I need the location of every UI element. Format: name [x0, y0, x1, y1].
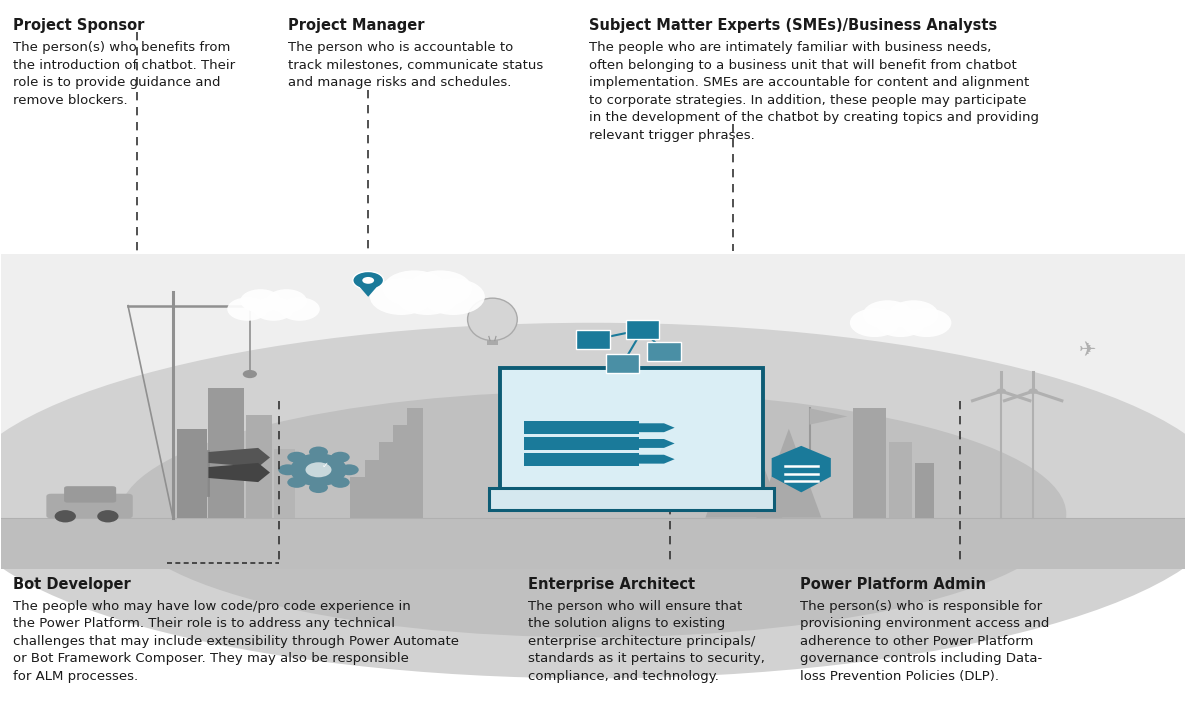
- FancyArrow shape: [638, 423, 675, 432]
- FancyBboxPatch shape: [1, 517, 1185, 569]
- Text: The person who is accountable to
track milestones, communicate status
and manage: The person who is accountable to track m…: [288, 41, 543, 89]
- FancyBboxPatch shape: [247, 415, 273, 517]
- Circle shape: [287, 452, 306, 463]
- Circle shape: [291, 453, 346, 486]
- FancyBboxPatch shape: [888, 442, 912, 517]
- Circle shape: [996, 388, 1006, 394]
- Circle shape: [396, 279, 459, 315]
- Circle shape: [362, 277, 374, 284]
- FancyBboxPatch shape: [489, 489, 774, 510]
- Circle shape: [279, 464, 298, 475]
- Text: Enterprise Architect: Enterprise Architect: [528, 577, 695, 592]
- Circle shape: [901, 308, 951, 337]
- Text: The person who will ensure that
the solution aligns to existing
enterprise archi: The person who will ensure that the solu…: [528, 600, 765, 683]
- Circle shape: [310, 446, 329, 458]
- FancyArrow shape: [638, 455, 675, 463]
- FancyBboxPatch shape: [64, 486, 116, 503]
- FancyBboxPatch shape: [486, 340, 498, 345]
- FancyBboxPatch shape: [274, 449, 295, 517]
- Polygon shape: [706, 411, 783, 517]
- Circle shape: [97, 510, 119, 522]
- Text: The person(s) who benefits from
the introduction of chatbot. Their
role is to pr: The person(s) who benefits from the intr…: [13, 41, 235, 107]
- FancyBboxPatch shape: [914, 463, 933, 517]
- FancyBboxPatch shape: [524, 437, 639, 450]
- Circle shape: [409, 270, 472, 307]
- FancyBboxPatch shape: [853, 409, 886, 517]
- Polygon shape: [757, 429, 822, 517]
- Circle shape: [876, 308, 925, 337]
- FancyBboxPatch shape: [364, 460, 380, 517]
- FancyBboxPatch shape: [626, 320, 659, 339]
- FancyBboxPatch shape: [524, 453, 639, 465]
- Ellipse shape: [120, 391, 1066, 637]
- Text: The person(s) who is responsible for
provisioning environment access and
adheren: The person(s) who is responsible for pro…: [801, 600, 1050, 683]
- FancyBboxPatch shape: [576, 331, 610, 350]
- Circle shape: [383, 270, 446, 307]
- Ellipse shape: [0, 323, 1186, 678]
- Circle shape: [370, 279, 433, 315]
- Polygon shape: [209, 448, 270, 467]
- Circle shape: [863, 300, 912, 329]
- FancyBboxPatch shape: [209, 388, 244, 517]
- FancyBboxPatch shape: [350, 477, 365, 517]
- Circle shape: [850, 308, 899, 337]
- Text: ✈: ✈: [1079, 340, 1096, 360]
- FancyBboxPatch shape: [524, 421, 639, 435]
- FancyBboxPatch shape: [393, 425, 408, 517]
- Text: Project Sponsor: Project Sponsor: [13, 18, 145, 34]
- Circle shape: [55, 510, 76, 522]
- FancyBboxPatch shape: [606, 355, 639, 373]
- Text: Power Platform Admin: Power Platform Admin: [801, 577, 986, 592]
- Text: Subject Matter Experts (SMEs)/Business Analysts: Subject Matter Experts (SMEs)/Business A…: [589, 18, 997, 34]
- FancyArrow shape: [638, 439, 675, 448]
- Text: The people who are intimately familiar with business needs,
often belonging to a: The people who are intimately familiar w…: [589, 41, 1039, 142]
- Text: Project Manager: Project Manager: [288, 18, 425, 34]
- FancyBboxPatch shape: [648, 342, 681, 361]
- FancyBboxPatch shape: [177, 429, 208, 517]
- Circle shape: [340, 464, 358, 475]
- Circle shape: [241, 289, 281, 312]
- Ellipse shape: [467, 298, 517, 340]
- FancyBboxPatch shape: [499, 368, 764, 493]
- Circle shape: [287, 477, 306, 488]
- Circle shape: [267, 289, 307, 312]
- Circle shape: [228, 298, 268, 321]
- Circle shape: [280, 298, 320, 321]
- Circle shape: [331, 452, 350, 463]
- Polygon shape: [810, 409, 847, 425]
- FancyBboxPatch shape: [407, 409, 422, 517]
- Circle shape: [890, 300, 938, 329]
- Circle shape: [1028, 388, 1038, 394]
- Circle shape: [310, 482, 329, 493]
- Text: ✓: ✓: [323, 461, 329, 470]
- Polygon shape: [209, 463, 270, 482]
- Circle shape: [352, 272, 383, 289]
- Circle shape: [331, 477, 350, 488]
- FancyBboxPatch shape: [378, 442, 394, 517]
- Text: Bot Developer: Bot Developer: [13, 577, 130, 592]
- Circle shape: [254, 298, 294, 321]
- Polygon shape: [357, 284, 378, 297]
- Text: The people who may have low code/pro code experience in
the Power Platform. Thei: The people who may have low code/pro cod…: [13, 600, 459, 683]
- Circle shape: [243, 370, 257, 378]
- Polygon shape: [772, 446, 831, 492]
- FancyBboxPatch shape: [1, 254, 1185, 569]
- Circle shape: [306, 462, 332, 477]
- Circle shape: [422, 279, 485, 315]
- FancyBboxPatch shape: [46, 494, 133, 518]
